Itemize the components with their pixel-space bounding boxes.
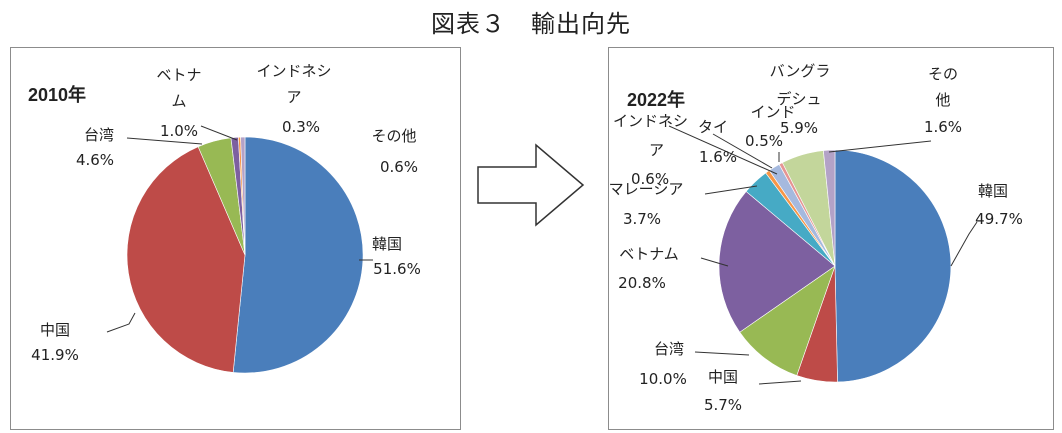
value-label-indonesia: 0.3% <box>282 118 320 136</box>
value-label-bangladesh: 5.9% <box>780 119 818 137</box>
category-label-vietnam: ベトナ <box>156 66 201 84</box>
leader-line-taiwan <box>126 137 203 145</box>
leader-line-indonesia <box>668 125 778 175</box>
value-label-taiwan: 4.6% <box>76 151 114 169</box>
category-label-indonesia: インドネシ <box>256 62 331 80</box>
category-label-vietnam: ベトナム <box>619 245 679 263</box>
category-label-other: その <box>928 65 958 83</box>
category-label-korea: 韓国 <box>372 235 402 253</box>
category-label-other: 他 <box>935 91 950 109</box>
leader-line-thailand <box>712 133 773 169</box>
value-label-malaysia: 3.7% <box>623 210 661 228</box>
chart-title-2010: 2010年 <box>28 85 87 105</box>
category-label-china: 中国 <box>708 368 738 386</box>
category-label-vietnam: ム <box>171 92 186 110</box>
category-label-other: その他 <box>371 127 416 145</box>
pie-chart-2022: 韓国 49.7% 中国 5.7% 台湾 10.0% ベトナム 20.8% マレーシア 3.7% イン… <box>609 62 1023 414</box>
category-label-indonesia: ア <box>649 141 664 159</box>
category-label-indonesia: ア <box>286 88 301 106</box>
right-arrow-icon <box>477 143 585 227</box>
value-label-other: 0.6% <box>380 158 418 176</box>
category-label-india: インド <box>750 103 795 121</box>
value-label-korea: 51.6% <box>373 260 421 278</box>
chart-panel-2010: 2010年 韓国 51.6% 中国 41.9% 台湾 4.6% ベトナム 1.0% インドネシア… <box>10 47 461 430</box>
category-label-indonesia: インドネシ <box>613 112 688 130</box>
chart-panel-2022: 2022年 韓国 49.7% 中国 5.7% 台湾 10.0% ベトナム 20.8% マレーシア… <box>608 47 1054 430</box>
value-label-india: 0.5% <box>745 132 783 150</box>
value-label-thailand: 1.6% <box>699 148 737 166</box>
leader-line-china <box>758 380 802 385</box>
value-label-vietnam: 20.8% <box>618 274 666 292</box>
leader-line-other <box>828 140 932 153</box>
category-label-malaysia: マレーシア <box>609 180 684 198</box>
leader-line-korea <box>950 221 978 267</box>
category-label-thailand: タイ <box>698 118 728 136</box>
category-label-china: 中国 <box>40 321 70 339</box>
pie-slice-other <box>823 149 836 267</box>
leader-line-vietnam <box>700 257 729 267</box>
category-label-bangladesh: デシュ <box>776 90 821 108</box>
category-label-bangladesh: バングラ <box>770 62 831 80</box>
category-label-taiwan: 台湾 <box>84 126 114 144</box>
value-label-china: 5.7% <box>704 396 742 414</box>
value-label-vietnam: 1.0% <box>160 122 198 140</box>
value-label-china: 41.9% <box>31 346 79 364</box>
leader-line-malaysia <box>704 185 758 195</box>
pie-slice-taiwan <box>739 265 836 376</box>
category-label-korea: 韓国 <box>978 182 1008 200</box>
pie-slice-vietnam <box>718 190 836 333</box>
chart-title-2022: 2022年 <box>627 90 686 110</box>
figure-title: 図表３ 輸出向先 <box>431 10 631 38</box>
leader-line-china <box>106 312 136 333</box>
leader-line-taiwan <box>694 351 750 356</box>
category-label-taiwan: 台湾 <box>654 340 684 358</box>
value-label-indonesia: 0.6% <box>631 170 669 188</box>
value-label-korea: 49.7% <box>975 210 1023 228</box>
pie-slice-korea <box>834 149 952 383</box>
pie-slice-korea <box>232 136 364 374</box>
value-label-other: 1.6% <box>924 118 962 136</box>
pie-slice-china <box>126 146 246 373</box>
value-label-taiwan: 10.0% <box>639 370 687 388</box>
pie-slice-other <box>240 136 246 256</box>
leader-line-vietnam <box>200 125 238 141</box>
